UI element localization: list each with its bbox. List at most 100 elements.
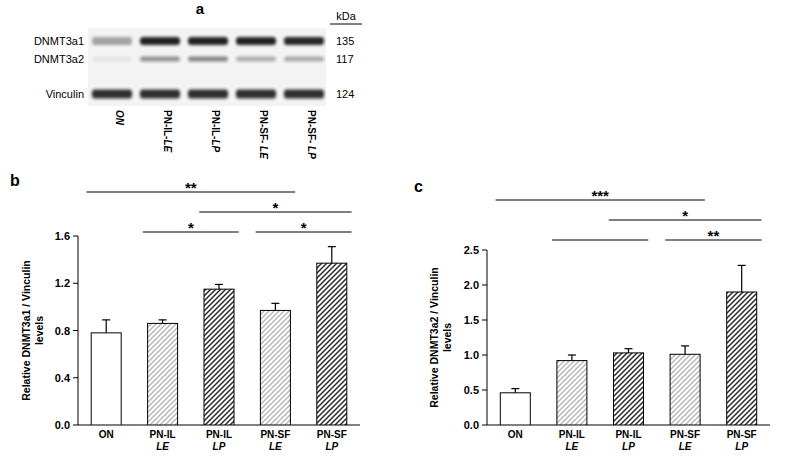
x-tick-label-line: LP bbox=[213, 441, 226, 452]
error-bar-cap bbox=[215, 284, 223, 285]
x-tick-label: PN-ILLP bbox=[615, 429, 641, 452]
blot-panel: akDaDNMT3a1135DNMT3a2117Vinculin124ONPN-… bbox=[34, 0, 362, 159]
error-bar-cap bbox=[271, 303, 279, 304]
blot-band bbox=[236, 37, 276, 45]
bar-chart: bRelative DNMT3a1 / Vinculinlevels0.00.4… bbox=[10, 172, 360, 452]
y-tick bbox=[73, 330, 78, 331]
bar bbox=[727, 292, 757, 425]
bar-chart: c Relative DNMT3a2 / Vinculinlevels 0.0 0.5… bbox=[414, 178, 770, 452]
error-bar-cap bbox=[159, 319, 167, 320]
x-tick-label: PN-SFLE bbox=[670, 429, 700, 452]
y-tick bbox=[73, 283, 78, 284]
bar bbox=[614, 353, 644, 425]
error-bar-cap bbox=[102, 319, 110, 320]
x-tick-label-line: ON bbox=[99, 429, 114, 440]
x-tick-label-line: LP bbox=[735, 441, 748, 452]
y-tick bbox=[73, 377, 78, 378]
lane-label-part: PN-SF- bbox=[306, 110, 317, 146]
error-bar-stem bbox=[515, 389, 516, 393]
blot-membrane bbox=[88, 28, 326, 106]
band-label: Vinculin bbox=[46, 88, 84, 100]
blot-band bbox=[284, 57, 324, 62]
x-tick-label: PN-ILLE bbox=[559, 429, 585, 452]
y-tick-label: 0.8 bbox=[55, 325, 70, 337]
lane-label-part: PN-IL- bbox=[210, 110, 221, 139]
error-bar-stem bbox=[628, 349, 629, 353]
lane-label: PN-IL-LP bbox=[210, 110, 221, 153]
lane-label-part: LP bbox=[306, 146, 317, 159]
x-tick-label-line: LE bbox=[566, 441, 579, 452]
background bbox=[0, 0, 800, 458]
y-tick-label: 1.5 bbox=[464, 314, 479, 326]
y-tick-label: 1.2 bbox=[55, 277, 70, 289]
y-tick-label: 1.0 bbox=[464, 349, 479, 361]
blot-band bbox=[140, 57, 180, 62]
error-bar bbox=[511, 389, 519, 393]
x-tick-label-line: LE bbox=[679, 441, 692, 452]
x-tick-label-line: LE bbox=[156, 441, 169, 452]
error-bar-cap bbox=[625, 348, 633, 349]
x-tick-label-line: PN-SF bbox=[260, 429, 290, 440]
y-tick bbox=[73, 236, 78, 237]
error-bar bbox=[625, 349, 633, 353]
panel-label: a bbox=[196, 0, 205, 17]
error-bar-cap bbox=[511, 388, 519, 389]
y-tick-label: 2.0 bbox=[464, 279, 479, 291]
error-bar-cap bbox=[681, 345, 689, 346]
error-bar bbox=[568, 355, 576, 361]
x-tick-label-line: PN-IL bbox=[559, 429, 585, 440]
bar bbox=[204, 289, 234, 425]
x-tick-label: PN-ILLE bbox=[150, 429, 176, 452]
significance-label: * bbox=[301, 219, 307, 236]
y-tick-label: 0.5 bbox=[464, 384, 479, 396]
lane-label-part: LE bbox=[162, 139, 173, 152]
lane-label: ON bbox=[114, 110, 125, 126]
x-tick-label-line: PN-IL bbox=[206, 429, 232, 440]
x-tick-label: PN-SFLP bbox=[317, 429, 347, 452]
band-kda: 135 bbox=[336, 35, 354, 47]
unit-label: kDa bbox=[336, 10, 356, 22]
error-bar bbox=[215, 284, 223, 289]
lane-label-part: ON bbox=[114, 110, 125, 126]
x-tick-label-line: LP bbox=[622, 441, 635, 452]
significance-label: ** bbox=[708, 227, 720, 244]
figure: akDaDNMT3a1135DNMT3a2117Vinculin124ONPN-… bbox=[0, 0, 800, 458]
blot-band bbox=[236, 57, 276, 62]
lane-label: PN-IL-LE bbox=[162, 110, 173, 153]
y-tick bbox=[482, 390, 487, 391]
x-tick-label: PN-ILLP bbox=[206, 429, 232, 452]
y-tick bbox=[482, 425, 487, 426]
y-tick-label: 0.0 bbox=[464, 419, 479, 431]
error-bar bbox=[159, 320, 167, 324]
bar bbox=[557, 361, 587, 425]
bar bbox=[91, 333, 121, 425]
blot-band bbox=[188, 37, 228, 45]
lane-label-part: PN-SF- bbox=[258, 110, 269, 146]
y-tick bbox=[482, 285, 487, 286]
significance-label: ** bbox=[185, 179, 197, 196]
y-tick-label: 0.4 bbox=[55, 372, 71, 384]
blot-band bbox=[92, 57, 132, 62]
significance-label: * bbox=[682, 207, 688, 224]
x-tick-label-line: LE bbox=[269, 441, 282, 452]
blot-band bbox=[140, 90, 180, 99]
y-tick bbox=[482, 250, 487, 251]
x-tick-label: ON bbox=[508, 429, 523, 440]
panel-label: c bbox=[414, 178, 423, 195]
y-tick bbox=[73, 425, 78, 426]
error-bar-cap bbox=[568, 354, 576, 355]
lane-label: PN-SF- LE bbox=[258, 110, 269, 159]
y-axis-label: Relative DNMT3a2 / Vinculinlevels bbox=[428, 267, 453, 407]
y-tick bbox=[482, 320, 487, 321]
significance-label: *** bbox=[591, 187, 609, 204]
unit-underline bbox=[330, 24, 362, 25]
x-tick-label-line: PN-IL bbox=[150, 429, 176, 440]
band-label: DNMT3a2 bbox=[34, 53, 84, 65]
blot-band bbox=[188, 57, 228, 62]
x-tick-label-line: LP bbox=[325, 441, 338, 452]
lane-label-part: LP bbox=[210, 139, 221, 152]
x-tick-label-line: PN-IL bbox=[615, 429, 641, 440]
bar bbox=[500, 393, 530, 425]
x-tick-label: ON bbox=[99, 429, 114, 440]
significance-label: * bbox=[272, 199, 278, 216]
